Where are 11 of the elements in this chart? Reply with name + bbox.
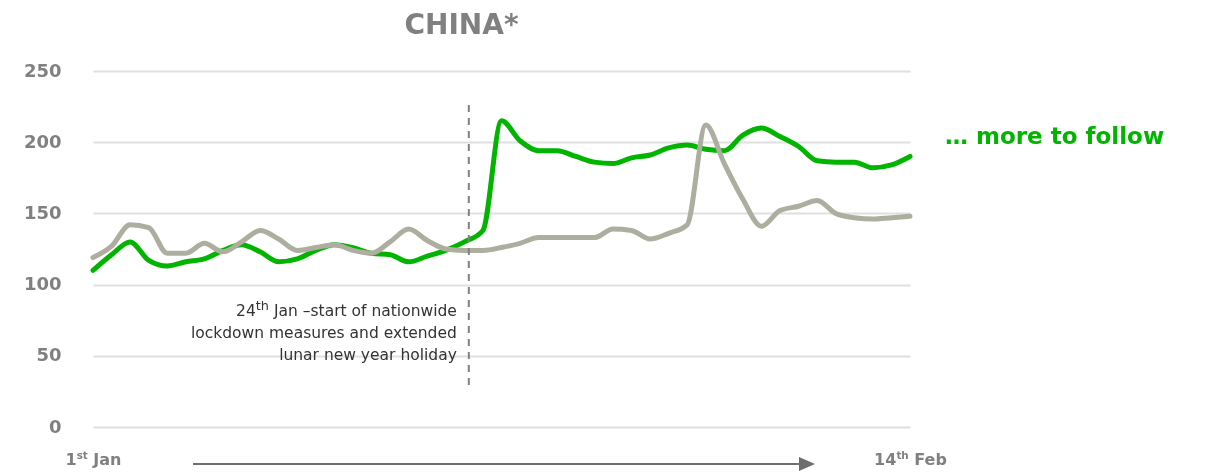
annotation: 24$^{th}$ Jan –start of nationwide lockdown measures and extended lunar new year holiday xyxy=(190,297,457,367)
y-tick-label: 250 xyxy=(23,59,62,81)
text: … more to follow xyxy=(945,123,1165,149)
x-tick-label: 14$^{th}$ Feb xyxy=(874,448,947,469)
y-tick-label: 0 xyxy=(48,415,62,437)
y-tick-label: 50 xyxy=(36,344,62,366)
y-tick-label: 100 xyxy=(23,273,62,295)
y-tick-label: 150 xyxy=(23,201,62,223)
chart-title: CHINA* xyxy=(404,8,519,41)
y-tick-label: 200 xyxy=(23,130,62,152)
x-tick-label: 1$^{st}$ Jan xyxy=(65,448,122,469)
